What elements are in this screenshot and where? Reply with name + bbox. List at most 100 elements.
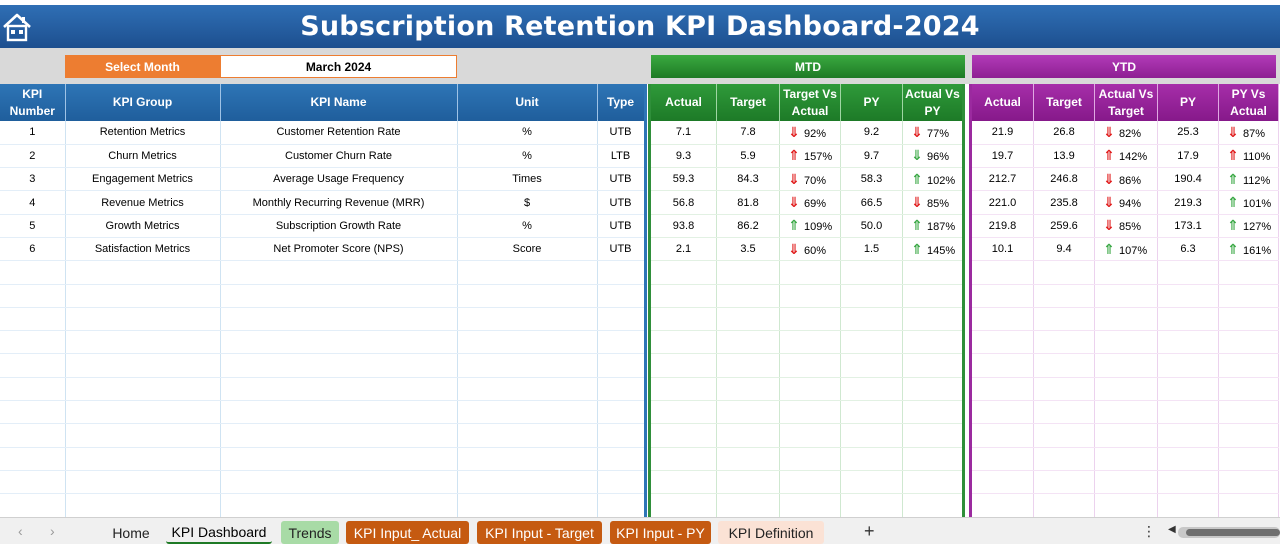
empty-cell[interactable] xyxy=(1094,260,1158,285)
empty-cell[interactable] xyxy=(970,400,1034,425)
mtd-py-cell[interactable]: 1.5 xyxy=(840,237,903,262)
next-sheet-icon[interactable]: › xyxy=(50,523,55,539)
ytd-target-cell[interactable]: 259.6 xyxy=(1033,214,1095,238)
empty-cell[interactable] xyxy=(1218,330,1279,355)
empty-cell[interactable] xyxy=(597,447,646,471)
empty-cell[interactable] xyxy=(970,423,1034,448)
unit-cell[interactable]: % xyxy=(457,144,598,169)
empty-cell[interactable] xyxy=(457,377,598,402)
empty-cell[interactable] xyxy=(597,307,646,332)
empty-cell[interactable] xyxy=(1033,423,1095,448)
kpi-number-cell[interactable]: 6 xyxy=(0,237,66,262)
empty-cell[interactable] xyxy=(65,330,221,355)
kpi-group-cell[interactable]: Churn Metrics xyxy=(65,144,221,169)
mtd-target-vs-actual-cell[interactable]: ⇓ 92% xyxy=(779,121,841,145)
ytd-py-cell[interactable]: 17.9 xyxy=(1157,144,1219,169)
ytd-target-cell[interactable]: 235.8 xyxy=(1033,190,1095,215)
mtd-target-vs-actual-cell[interactable]: ⇓ 60% xyxy=(779,237,841,262)
ytd-py-cell[interactable]: 219.3 xyxy=(1157,190,1219,215)
select-month-dropdown[interactable]: March 2024 xyxy=(220,55,457,78)
empty-cell[interactable] xyxy=(1218,400,1279,425)
empty-cell[interactable] xyxy=(902,377,964,402)
empty-cell[interactable] xyxy=(716,493,780,518)
empty-cell[interactable] xyxy=(457,330,598,355)
empty-cell[interactable] xyxy=(716,260,780,285)
empty-cell[interactable] xyxy=(220,400,458,425)
empty-cell[interactable] xyxy=(1218,377,1279,402)
mtd-target-vs-actual-cell[interactable]: ⇓ 69% xyxy=(779,190,841,215)
empty-cell[interactable] xyxy=(1157,470,1219,495)
empty-cell[interactable] xyxy=(1094,353,1158,378)
empty-cell[interactable] xyxy=(65,400,221,425)
kpi-group-cell[interactable]: Satisfaction Metrics xyxy=(65,237,221,262)
empty-cell[interactable] xyxy=(1094,447,1158,471)
empty-cell[interactable] xyxy=(970,470,1034,495)
empty-cell[interactable] xyxy=(902,447,964,471)
ytd-target-cell[interactable]: 9.4 xyxy=(1033,237,1095,262)
empty-cell[interactable] xyxy=(65,493,221,518)
empty-cell[interactable] xyxy=(457,353,598,378)
empty-cell[interactable] xyxy=(1218,447,1279,471)
empty-cell[interactable] xyxy=(840,330,903,355)
empty-cell[interactable] xyxy=(970,284,1034,308)
empty-cell[interactable] xyxy=(649,423,717,448)
empty-cell[interactable] xyxy=(1094,330,1158,355)
ytd-actual-vs-target-cell[interactable]: ⇓ 94% xyxy=(1094,190,1158,215)
ytd-py-vs-actual-cell[interactable]: ⇑ 101% xyxy=(1218,190,1279,215)
empty-cell[interactable] xyxy=(1094,400,1158,425)
empty-cell[interactable] xyxy=(840,260,903,285)
empty-cell[interactable] xyxy=(1094,284,1158,308)
empty-cell[interactable] xyxy=(65,307,221,332)
empty-cell[interactable] xyxy=(779,400,841,425)
mtd-actual-vs-py-cell[interactable]: ⇑ 187% xyxy=(902,214,964,238)
empty-cell[interactable] xyxy=(1094,470,1158,495)
ytd-target-cell[interactable]: 246.8 xyxy=(1033,167,1095,192)
empty-cell[interactable] xyxy=(902,423,964,448)
empty-cell[interactable] xyxy=(902,400,964,425)
type-cell[interactable]: UTB xyxy=(597,237,646,262)
mtd-target-vs-actual-cell[interactable]: ⇓ 70% xyxy=(779,167,841,192)
empty-cell[interactable] xyxy=(649,377,717,402)
empty-cell[interactable] xyxy=(597,470,646,495)
empty-cell[interactable] xyxy=(649,470,717,495)
empty-cell[interactable] xyxy=(1218,353,1279,378)
empty-cell[interactable] xyxy=(1218,260,1279,285)
type-cell[interactable]: UTB xyxy=(597,190,646,215)
ytd-actual-vs-target-cell[interactable]: ⇓ 86% xyxy=(1094,167,1158,192)
empty-cell[interactable] xyxy=(65,353,221,378)
mtd-actual-cell[interactable]: 59.3 xyxy=(649,167,717,192)
mtd-target-cell[interactable]: 7.8 xyxy=(716,121,780,145)
empty-cell[interactable] xyxy=(716,330,780,355)
ytd-py-cell[interactable]: 190.4 xyxy=(1157,167,1219,192)
empty-cell[interactable] xyxy=(840,377,903,402)
mtd-py-cell[interactable]: 9.7 xyxy=(840,144,903,169)
unit-cell[interactable]: $ xyxy=(457,190,598,215)
kpi-group-cell[interactable]: Growth Metrics xyxy=(65,214,221,238)
mtd-py-cell[interactable]: 58.3 xyxy=(840,167,903,192)
tab-trends[interactable]: Trends xyxy=(281,521,339,544)
empty-cell[interactable] xyxy=(649,284,717,308)
empty-cell[interactable] xyxy=(220,330,458,355)
mtd-target-cell[interactable]: 81.8 xyxy=(716,190,780,215)
empty-cell[interactable] xyxy=(220,470,458,495)
kpi-name-cell[interactable]: Average Usage Frequency xyxy=(220,167,458,192)
tab-kpi-input-target[interactable]: KPI Input - Target xyxy=(477,521,602,544)
empty-cell[interactable] xyxy=(220,260,458,285)
ytd-target-cell[interactable]: 26.8 xyxy=(1033,121,1095,145)
empty-cell[interactable] xyxy=(716,447,780,471)
kpi-name-cell[interactable]: Subscription Growth Rate xyxy=(220,214,458,238)
empty-cell[interactable] xyxy=(1157,260,1219,285)
ytd-py-cell[interactable]: 173.1 xyxy=(1157,214,1219,238)
empty-cell[interactable] xyxy=(597,400,646,425)
ytd-py-cell[interactable]: 6.3 xyxy=(1157,237,1219,262)
empty-cell[interactable] xyxy=(649,400,717,425)
empty-cell[interactable] xyxy=(0,470,66,495)
ytd-actual-cell[interactable]: 219.8 xyxy=(970,214,1034,238)
empty-cell[interactable] xyxy=(779,493,841,518)
empty-cell[interactable] xyxy=(902,260,964,285)
empty-cell[interactable] xyxy=(840,353,903,378)
mtd-target-cell[interactable]: 84.3 xyxy=(716,167,780,192)
empty-cell[interactable] xyxy=(1033,260,1095,285)
empty-cell[interactable] xyxy=(220,353,458,378)
empty-cell[interactable] xyxy=(840,447,903,471)
